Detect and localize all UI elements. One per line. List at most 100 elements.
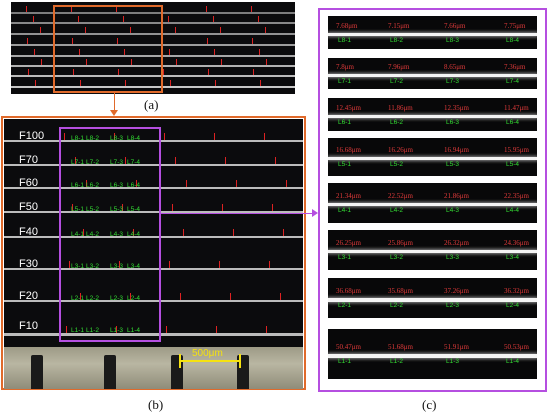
line-label: L3-1	[71, 263, 85, 270]
line-label: L2-1	[71, 295, 85, 302]
fibre-line	[4, 300, 303, 302]
measure-mark	[116, 6, 117, 12]
measure-mark	[78, 16, 79, 22]
measure-mark	[73, 69, 74, 75]
zoom-strip: 26.25μm 25.86μm 26.32μm 24.36μm L3-1 L3-2 L3-3…	[328, 230, 537, 270]
measure-mark	[116, 326, 117, 333]
fibre-line	[328, 115, 537, 118]
line-label: L5-4	[506, 161, 520, 168]
line-label: L6-3	[446, 119, 460, 126]
thickness-value: 8.65μm	[444, 63, 466, 71]
line-label: L7-2	[86, 159, 100, 166]
measure-mark	[225, 157, 226, 164]
measure-mark	[27, 38, 28, 44]
measure-mark	[122, 204, 123, 211]
line-label: L5-2	[390, 161, 404, 168]
fibre-line	[11, 75, 295, 77]
thickness-value: 11.47μm	[504, 104, 529, 112]
measure-mark	[164, 133, 165, 140]
measure-mark	[35, 80, 36, 86]
line-label: L8-2	[390, 37, 404, 44]
line-label: L7-1	[338, 78, 352, 85]
thickness-value: 26.32μm	[444, 239, 469, 247]
line-label: L7-2	[390, 78, 404, 85]
thickness-value: 51.68μm	[388, 343, 413, 351]
fibre-line	[11, 65, 295, 67]
line-label: L1-1	[71, 327, 85, 334]
zoom-strip: 50.47μm 51.68μm 51.91μm 50.53μm L1-1 L1-2 L1-3…	[328, 329, 537, 379]
measure-mark	[163, 69, 164, 75]
thickness-value: 15.95μm	[504, 146, 529, 154]
thickness-value: 12.35μm	[444, 104, 469, 112]
measure-mark	[118, 69, 119, 75]
measure-mark	[133, 229, 134, 236]
fibre-line	[4, 140, 303, 142]
line-label: L5-3	[446, 161, 460, 168]
force-label: F70	[19, 154, 38, 166]
measure-mark	[207, 38, 208, 44]
measure-mark	[166, 326, 167, 333]
fibre-line	[328, 354, 537, 358]
thickness-value: 7.68μm	[336, 22, 358, 30]
ruler-notch	[31, 355, 43, 389]
scale-bar-tick-left	[179, 354, 181, 368]
measure-mark	[130, 27, 131, 33]
measure-mark	[40, 27, 41, 33]
force-label: F30	[19, 258, 38, 270]
measure-mark	[72, 38, 73, 44]
line-label: L6-2	[390, 119, 404, 126]
line-label: L3-4	[127, 263, 141, 270]
measure-mark	[176, 59, 177, 65]
line-label: L7-4	[506, 78, 520, 85]
measure-mark	[266, 326, 267, 333]
line-label: L8-4	[127, 135, 141, 142]
line-label: L1-2	[86, 327, 100, 334]
thickness-value: 7.66μm	[444, 22, 466, 30]
fibre-line	[328, 33, 537, 36]
fibre-line	[4, 211, 303, 213]
line-label: L2-2	[86, 295, 100, 302]
line-label: L1-4	[127, 327, 141, 334]
measure-mark	[125, 80, 126, 86]
thickness-value: 21.86μm	[444, 192, 469, 200]
line-label: L5-2	[86, 206, 100, 213]
measure-mark	[125, 157, 126, 164]
thickness-value: 16.68μm	[336, 146, 361, 154]
measure-mark	[264, 133, 265, 140]
measure-mark	[72, 204, 73, 211]
thickness-value: 7.15μm	[388, 22, 410, 30]
measure-mark	[131, 59, 132, 65]
line-label: L8-2	[86, 135, 100, 142]
measure-mark	[258, 16, 259, 22]
measure-mark	[130, 293, 131, 300]
measure-mark	[69, 261, 70, 268]
fibre-line	[4, 187, 303, 189]
measure-mark	[79, 49, 80, 55]
measure-mark	[252, 38, 253, 44]
thickness-value: 51.91μm	[444, 343, 469, 351]
line-label: L2-3	[110, 295, 124, 302]
caption-a: (a)	[144, 97, 159, 112]
measure-mark	[28, 69, 29, 75]
fibre-line	[328, 250, 537, 253]
line-label: L4-4	[127, 231, 141, 238]
measure-mark	[269, 261, 270, 268]
measure-mark	[230, 293, 231, 300]
fibre-line	[11, 86, 295, 88]
measure-mark	[170, 80, 171, 86]
line-label: L3-1	[338, 254, 352, 261]
thickness-value: 22.52μm	[388, 192, 413, 200]
fibre-line	[4, 333, 303, 336]
line-label: L3-2	[86, 263, 100, 270]
connector-b-c	[160, 213, 314, 214]
line-label: L4-1	[338, 207, 352, 214]
measure-mark	[64, 133, 65, 140]
measure-mark	[124, 49, 125, 55]
thickness-value: 7.36μm	[504, 63, 526, 71]
panel-b-highlight-frame	[59, 127, 161, 342]
fibre-line	[4, 164, 303, 166]
line-label: L4-4	[506, 207, 520, 214]
measure-mark	[119, 261, 120, 268]
measure-mark	[86, 59, 87, 65]
measure-mark	[168, 16, 169, 22]
